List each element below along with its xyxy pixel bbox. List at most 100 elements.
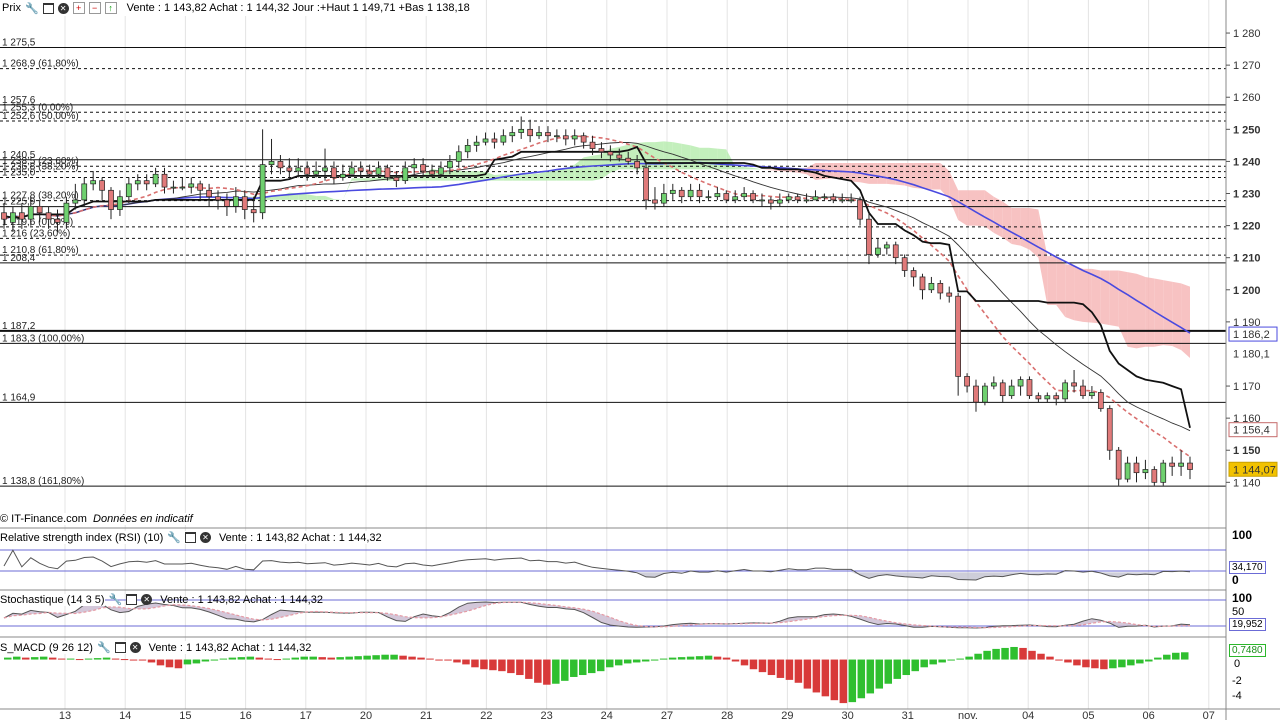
- candle-body-8: [72, 199, 79, 204]
- macd-bar-32: [291, 657, 299, 660]
- date-tick-6: 21: [420, 710, 432, 720]
- close-icon[interactable]: ✕: [141, 594, 153, 605]
- candle-body-37: [331, 167, 337, 178]
- rsi-quote: Vente : 1 143,82 Achat : 1 144,32: [218, 531, 382, 544]
- candle-body-27: [241, 196, 248, 210]
- candle-body-15: [134, 180, 141, 185]
- window-icon[interactable]: [184, 532, 196, 543]
- level-label-13: 1 210,8 (61,80%): [2, 245, 79, 256]
- price-tick-7: 1 210: [1233, 253, 1261, 265]
- level-label-8: 1 235,0: [2, 167, 36, 178]
- stoch-tick-50: 50: [1232, 606, 1245, 618]
- candle-body-66: [589, 141, 596, 149]
- macd-bar-22: [201, 659, 210, 662]
- macd-bar-36: [327, 657, 335, 660]
- date-tick-17: 05: [1082, 710, 1094, 720]
- macd-bar-19: [174, 659, 183, 669]
- macd-bar-116: [1046, 656, 1054, 660]
- candle-body-91: [812, 196, 819, 201]
- macd-bar-44: [399, 655, 407, 660]
- credit-note: Données en indicatif: [93, 513, 193, 525]
- close-icon[interactable]: ✕: [129, 642, 141, 653]
- cloud-segment-122: [1172, 281, 1182, 350]
- macd-bar-45: [408, 656, 416, 660]
- macd-bar-118: [1064, 659, 1072, 663]
- macd-bar-112: [1010, 646, 1018, 660]
- candle-body-121: [1080, 385, 1086, 397]
- cloud-segment-97: [949, 171, 959, 220]
- wrench-icon[interactable]: 🔧: [167, 532, 181, 544]
- macd-bar-33: [300, 656, 308, 660]
- cloud-segment-115: [1109, 270, 1119, 327]
- macd-bar-66: [597, 659, 605, 672]
- price-tag-box-0: [1228, 326, 1278, 342]
- macd-bar-131: [1181, 652, 1189, 660]
- macd-bar-25: [228, 657, 237, 660]
- candle-body-117: [1044, 395, 1051, 400]
- cloud-segment-74: [744, 167, 754, 170]
- macd-bar-105: [947, 659, 955, 661]
- macd-bar-27: [246, 656, 255, 660]
- wrench-icon[interactable]: 🔧: [24, 2, 39, 15]
- close-icon[interactable]: ✕: [57, 2, 69, 14]
- window-icon[interactable]: [126, 594, 138, 605]
- candle-body-115: [1026, 379, 1033, 397]
- candle-body-57: [509, 132, 516, 137]
- cloud-segment-120: [1154, 278, 1164, 347]
- level-label-14: 1 208,4: [2, 253, 36, 264]
- macd-bar-99: [893, 659, 901, 679]
- window-icon[interactable]: [42, 2, 54, 14]
- cloud-segment-29: [342, 178, 352, 200]
- stoch-value-tag: 19,952: [1229, 618, 1266, 631]
- add-icon[interactable]: +: [72, 2, 85, 14]
- cloud-segment-73: [735, 166, 745, 170]
- macd-bar-5: [48, 657, 57, 660]
- candle-body-124: [1106, 408, 1113, 451]
- candle-body-68: [607, 151, 614, 156]
- macd-bar-7: [66, 658, 75, 660]
- macd-bar-110: [992, 648, 1000, 660]
- candle-body-75: [669, 189, 676, 194]
- cloud-segment-27: [325, 195, 334, 200]
- macd-bar-86: [776, 659, 785, 678]
- stoch-header: Stochastique (14 3 5) 🔧 ✕ Vente : 1 143,…: [0, 593, 327, 606]
- wrench-icon[interactable]: 🔧: [96, 642, 111, 654]
- macd-bar-31: [282, 658, 291, 660]
- cloud-segment-75: [753, 167, 762, 170]
- price-tick-9: 1 190: [1233, 317, 1261, 329]
- date-tick-15: nov.: [958, 710, 978, 720]
- macd-bar-82: [740, 659, 749, 666]
- window-icon[interactable]: [114, 642, 126, 653]
- cloud-segment-111: [1074, 265, 1083, 322]
- macd-bar-41: [372, 655, 380, 660]
- candle-body-105: [937, 283, 944, 294]
- cloud-segment-105: [1020, 207, 1030, 250]
- up-icon[interactable]: ↑: [104, 2, 117, 14]
- wrench-icon[interactable]: 🔧: [108, 594, 123, 606]
- macd-bar-79: [713, 656, 722, 660]
- cloud-segment-76: [761, 169, 771, 171]
- candle-body-44: [393, 177, 400, 182]
- macd-bar-38: [345, 656, 353, 660]
- level-label-0: 1 275,5: [2, 37, 36, 48]
- candle-body-3: [27, 205, 34, 220]
- candle-body-28: [250, 209, 257, 214]
- macd-bar-76: [686, 656, 695, 660]
- cloud-segment-64: [654, 141, 664, 170]
- macd-bar-108: [974, 653, 982, 660]
- close-icon[interactable]: ✕: [199, 532, 211, 543]
- candle-body-94: [839, 199, 846, 202]
- macd-bar-26: [237, 657, 246, 660]
- macd-bar-18: [165, 659, 174, 668]
- macd-bar-8: [75, 659, 84, 661]
- credit-source: © IT-Finance.com: [0, 513, 87, 525]
- remove-icon[interactable]: −: [88, 2, 101, 14]
- pane-label: Prix: [2, 2, 21, 14]
- macd-bar-10: [93, 658, 102, 660]
- macd-bar-21: [192, 659, 201, 664]
- macd-bar-75: [677, 657, 686, 660]
- candle-body-71: [634, 161, 640, 169]
- price-tick-1: 1 270: [1233, 60, 1261, 72]
- candle-body-21: [188, 183, 195, 188]
- macd-bar-97: [875, 659, 884, 689]
